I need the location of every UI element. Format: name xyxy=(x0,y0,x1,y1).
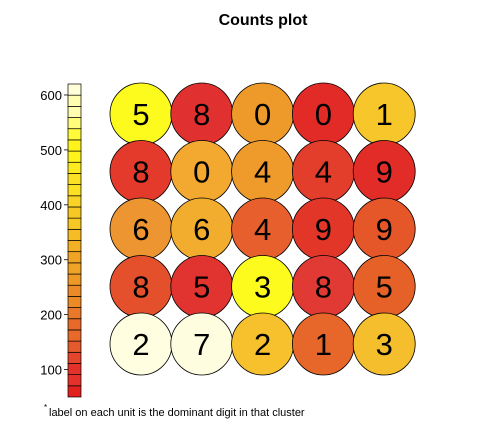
unit-cell: 1 xyxy=(291,312,355,376)
colorbar-ticks: 100 200 300 400 500 600 xyxy=(40,88,68,378)
unit-label: 3 xyxy=(254,270,271,305)
unit-cell: 0 xyxy=(170,140,234,203)
colorbar-segment xyxy=(67,217,82,230)
unit-label: 4 xyxy=(315,155,332,190)
unit-label: 1 xyxy=(376,97,393,132)
colorbar-segment xyxy=(67,139,82,152)
colorbar-segment xyxy=(67,150,82,163)
footnote-text: label on each unit is the dominant digit… xyxy=(49,407,305,419)
colorbar-segment xyxy=(67,262,82,275)
chart-title: Counts plot xyxy=(219,12,309,29)
unit-label: 5 xyxy=(193,270,210,305)
unit-label: 5 xyxy=(132,97,149,132)
colorbar-segment xyxy=(67,284,82,297)
colorbar-segment xyxy=(67,106,82,118)
unit-cell: 3 xyxy=(231,255,295,318)
unit-cell: 2 xyxy=(109,312,173,376)
unit-cell: 8 xyxy=(109,140,173,203)
colorbar-segment xyxy=(67,83,82,96)
colorbar-tick-label: 200 xyxy=(40,308,62,323)
colorbar-segment xyxy=(67,161,82,174)
unit-label: 0 xyxy=(315,97,332,132)
colorbar-segment xyxy=(67,94,82,107)
unit-cell: 3 xyxy=(352,312,416,376)
colorbar-segment xyxy=(67,273,82,286)
unit-cell: 7 xyxy=(170,312,234,376)
unit-cell: 0 xyxy=(231,82,295,146)
unit-label: 8 xyxy=(193,97,210,132)
unit-cell: 6 xyxy=(109,197,173,261)
unit-cell: 5 xyxy=(109,82,173,146)
footnote-marker: * xyxy=(44,403,47,412)
colorbar xyxy=(67,83,82,398)
unit-label: 7 xyxy=(193,327,210,362)
unit-label: 6 xyxy=(193,212,210,247)
unit-label: 1 xyxy=(315,327,332,362)
unit-label: 0 xyxy=(254,97,271,132)
colorbar-segment xyxy=(67,173,82,185)
colorbar-segment xyxy=(67,228,82,241)
unit-label: 9 xyxy=(315,212,332,247)
unit-label: 6 xyxy=(132,212,149,247)
colorbar-segment xyxy=(67,329,82,342)
unit-label: 2 xyxy=(132,327,149,362)
unit-cell: 0 xyxy=(291,82,355,146)
colorbar-tick-label: 500 xyxy=(40,143,62,158)
colorbar-segment xyxy=(67,363,82,375)
unit-label: 9 xyxy=(376,212,393,247)
unit-label: 3 xyxy=(376,327,393,362)
unit-label: 0 xyxy=(193,155,210,190)
unit-cell: 4 xyxy=(291,140,355,203)
unit-cell: 9 xyxy=(291,197,355,261)
colorbar-segment xyxy=(67,117,82,130)
colorbar-tick-label: 100 xyxy=(40,363,62,378)
unit-label: 8 xyxy=(315,270,332,305)
unit-cell: 8 xyxy=(109,255,173,318)
colorbar-segment xyxy=(67,374,82,387)
colorbar-segment xyxy=(67,128,82,141)
unit-cell: 2 xyxy=(231,312,295,376)
unit-label: 8 xyxy=(132,155,149,190)
unit-cell: 5 xyxy=(170,255,234,318)
unit-cell: 4 xyxy=(231,197,295,261)
colorbar-tick-label: 300 xyxy=(40,253,62,268)
unit-cell: 1 xyxy=(352,82,416,146)
colorbar-tick-label: 600 xyxy=(40,88,62,103)
colorbar-segment xyxy=(67,351,82,364)
unit-circle xyxy=(352,312,416,376)
colorbar-segment xyxy=(67,184,82,197)
unit-cell: 5 xyxy=(352,255,416,318)
colorbar-segment xyxy=(67,296,82,308)
unit-cell: 9 xyxy=(352,140,416,203)
colorbar-segment xyxy=(67,206,82,219)
colorbar-segment xyxy=(67,340,82,353)
colorbar-segment xyxy=(67,195,82,208)
colorbar-segment xyxy=(67,251,82,264)
unit-grid: 5 8 0 0 1 8 0 4 4 9 6 6 4 9 9 8 5 3 8 5 2 7 2 1 3 xyxy=(109,82,416,376)
unit-cell: 8 xyxy=(170,82,234,146)
unit-label: 2 xyxy=(254,327,271,362)
unit-cell: 6 xyxy=(170,197,234,261)
colorbar-segment xyxy=(67,318,82,331)
unit-cell: 9 xyxy=(352,197,416,261)
colorbar-segment xyxy=(67,240,82,253)
unit-cell: 8 xyxy=(291,255,355,318)
colorbar-segment xyxy=(67,385,82,398)
unit-cell: 4 xyxy=(231,140,295,203)
unit-label: 5 xyxy=(376,270,393,305)
unit-label: 8 xyxy=(132,270,149,305)
unit-label: 4 xyxy=(254,212,271,247)
colorbar-tick-label: 400 xyxy=(40,198,62,213)
unit-label: 9 xyxy=(376,155,393,190)
footnote: * label on each unit is the dominant dig… xyxy=(44,403,305,419)
colorbar-segment xyxy=(67,307,82,320)
unit-label: 4 xyxy=(254,155,271,190)
